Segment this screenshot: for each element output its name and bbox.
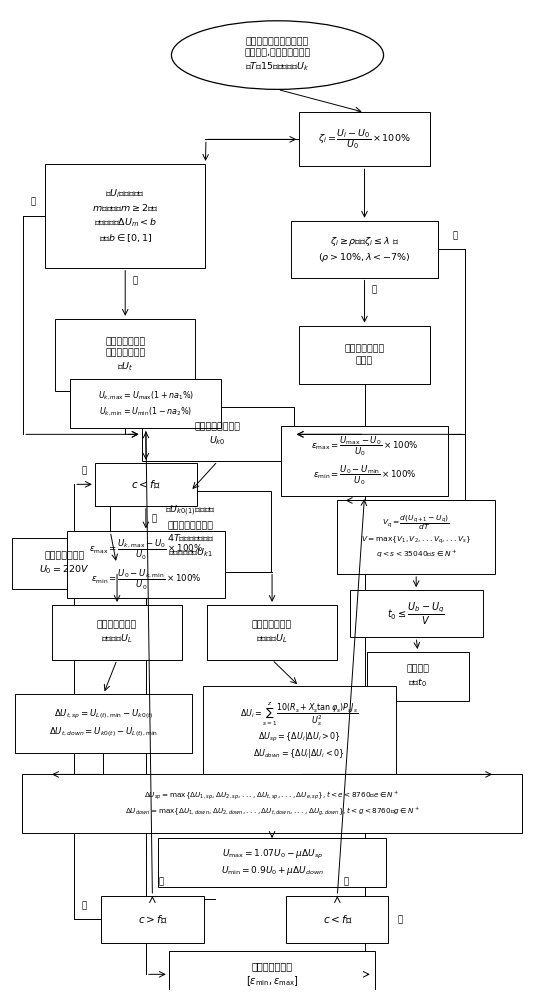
Text: 是: 是 bbox=[344, 878, 349, 887]
Text: 否: 否 bbox=[31, 198, 36, 207]
Text: 判断为异常电压
并剔除: 判断为异常电压 并剔除 bbox=[345, 345, 385, 365]
Text: 判断为连续数据
并保留第一个数
据$U_t$: 判断为连续数据 并保留第一个数 据$U_t$ bbox=[105, 337, 145, 373]
Text: 否: 否 bbox=[398, 915, 403, 924]
Text: $c>f$？: $c>f$？ bbox=[138, 913, 167, 925]
FancyBboxPatch shape bbox=[110, 491, 271, 572]
Text: $V_q = \dfrac{d(U_{q+1}-U_q)}{dT}$
$V=\max\{V_1,V_2,...V_q,...V_s\}$
$q<s<35040$: $V_q = \dfrac{d(U_{q+1}-U_q)}{dT}$ $V=\m… bbox=[361, 514, 471, 560]
FancyBboxPatch shape bbox=[67, 531, 225, 598]
Text: $\zeta_i\geq\rho$或者$\zeta_i\leq\lambda$ ？
$(\rho>10\%,\lambda<-7\%)$: $\zeta_i\geq\rho$或者$\zeta_i\leq\lambda$ … bbox=[318, 235, 411, 264]
FancyBboxPatch shape bbox=[286, 896, 388, 943]
Text: 以$U_{k0(1)}$为起始值
，选取时间间隔为
$4T$的电压数据构成
新的电压序列$U_{k1}$: 以$U_{k0(1)}$为起始值 ，选取时间间隔为 $4T$的电压数据构成 新的… bbox=[165, 504, 216, 559]
Text: 设置调压基准值
$U_0=220V$: 设置调压基准值 $U_0=220V$ bbox=[39, 551, 89, 576]
Text: $\Delta U_{sp}=\max\{\Delta U_{1,sp},\Delta U_{2,sp},...,\Delta U_{t,sp},...,\De: $\Delta U_{sp}=\max\{\Delta U_{1,sp},\De… bbox=[124, 790, 420, 818]
FancyBboxPatch shape bbox=[367, 652, 469, 701]
FancyBboxPatch shape bbox=[55, 319, 195, 391]
FancyBboxPatch shape bbox=[158, 838, 386, 887]
FancyBboxPatch shape bbox=[203, 686, 396, 774]
Text: 收集上一年台区各时段的
电压数据,设置每个时段间
隔$T$为15分钟，记为$U_k$: 收集上一年台区各时段的 电压数据,设置每个时段间 隔$T$为15分钟，记为$U_… bbox=[244, 37, 311, 73]
Text: 无法获取用户侧
电压数据$U_L$: 无法获取用户侧 电压数据$U_L$ bbox=[252, 620, 292, 645]
Text: $\Delta U_i = \sum_{s=1}^{z}\dfrac{10(R_s+X_s\tan\varphi_s)P_sJ_s}{U_s^2}$
$\Del: $\Delta U_i = \sum_{s=1}^{z}\dfrac{10(R_… bbox=[240, 700, 359, 760]
Ellipse shape bbox=[171, 21, 384, 89]
FancyBboxPatch shape bbox=[70, 379, 221, 428]
Text: $\varepsilon_{\max}=\dfrac{U_{\max}-U_0}{U_0}\times100\%$
$\varepsilon_{\min}=\d: $\varepsilon_{\max}=\dfrac{U_{\max}-U_0}… bbox=[311, 435, 418, 487]
Text: $\Delta U_{t,sp}=U_{L(t),\min}-U_{k0(t)}$
$\Delta U_{t,down}=U_{k0(t)}-U_{L(t),\: $\Delta U_{t,sp}=U_{L(t),\min}-U_{k0(t)}… bbox=[49, 708, 158, 739]
FancyBboxPatch shape bbox=[337, 500, 495, 574]
FancyBboxPatch shape bbox=[52, 605, 183, 660]
FancyBboxPatch shape bbox=[142, 407, 294, 461]
FancyBboxPatch shape bbox=[12, 538, 117, 589]
FancyBboxPatch shape bbox=[169, 951, 375, 998]
FancyBboxPatch shape bbox=[299, 112, 430, 166]
Text: 可以获取用户侧
电压数据$U_L$: 可以获取用户侧 电压数据$U_L$ bbox=[97, 620, 137, 645]
FancyBboxPatch shape bbox=[95, 463, 197, 506]
FancyBboxPatch shape bbox=[281, 426, 448, 496]
Text: 是: 是 bbox=[152, 514, 157, 523]
Text: 否: 否 bbox=[81, 901, 87, 910]
Text: 组成新的电压序列
$U_{k0}$: 组成新的电压序列 $U_{k0}$ bbox=[195, 422, 241, 447]
Text: $U_{k,\max}=U_{\max}(1+na_1\%)$
$U_{k,\min}=U_{\min}(1-na_2\%)$: $U_{k,\max}=U_{\max}(1+na_1\%)$ $U_{k,\m… bbox=[98, 390, 194, 418]
Text: $U_{\max}=1.07U_0-\mu\Delta U_{sp}$
$U_{\min}=0.9U_0+\mu\Delta U_{down}$: $U_{\max}=1.07U_0-\mu\Delta U_{sp}$ $U_{… bbox=[220, 848, 324, 877]
Text: 设置调压
延时$t_0$: 设置调压 延时$t_0$ bbox=[406, 664, 430, 689]
Text: $\zeta_i = \dfrac{U_i - U_0}{U_0} \times 100\%$: $\zeta_i = \dfrac{U_i - U_0}{U_0} \times… bbox=[318, 127, 411, 151]
FancyBboxPatch shape bbox=[350, 590, 483, 637]
FancyBboxPatch shape bbox=[299, 326, 430, 384]
Text: 否: 否 bbox=[453, 231, 458, 240]
FancyBboxPatch shape bbox=[101, 896, 204, 943]
Text: $\varepsilon_{\max}=\dfrac{U_{k,\max}-U_0}{U_0}\times100\%$
$\varepsilon_{\min}=: $\varepsilon_{\max}=\dfrac{U_{k,\max}-U_… bbox=[89, 538, 203, 592]
Text: $t_0 \leq \dfrac{U_{b}-U_{q}}{V}$: $t_0 \leq \dfrac{U_{b}-U_{q}}{V}$ bbox=[387, 601, 445, 627]
Text: 是: 是 bbox=[372, 286, 377, 295]
Text: 设置调压灵敏度
$[\varepsilon_{\min},\varepsilon_{\max}]$: 设置调压灵敏度 $[\varepsilon_{\min},\varepsilon… bbox=[246, 961, 299, 988]
Text: $c<f$？: $c<f$？ bbox=[131, 478, 160, 490]
Text: 是: 是 bbox=[159, 878, 164, 887]
Text: 否: 否 bbox=[81, 466, 87, 475]
FancyBboxPatch shape bbox=[15, 694, 192, 753]
FancyBboxPatch shape bbox=[207, 605, 337, 660]
Text: 是: 是 bbox=[133, 276, 138, 285]
Text: $c<f$？: $c<f$？ bbox=[322, 913, 352, 925]
FancyBboxPatch shape bbox=[291, 221, 438, 278]
FancyBboxPatch shape bbox=[45, 164, 205, 268]
FancyBboxPatch shape bbox=[22, 774, 522, 833]
Text: 从$U_i$开始，连续
$m$个时段（$m\geq2$）电
压波动幅度$\Delta U_m< b$
？且$b\in[0, 1]$: 从$U_i$开始，连续 $m$个时段（$m\geq2$）电 压波动幅度$\Del… bbox=[92, 187, 159, 244]
